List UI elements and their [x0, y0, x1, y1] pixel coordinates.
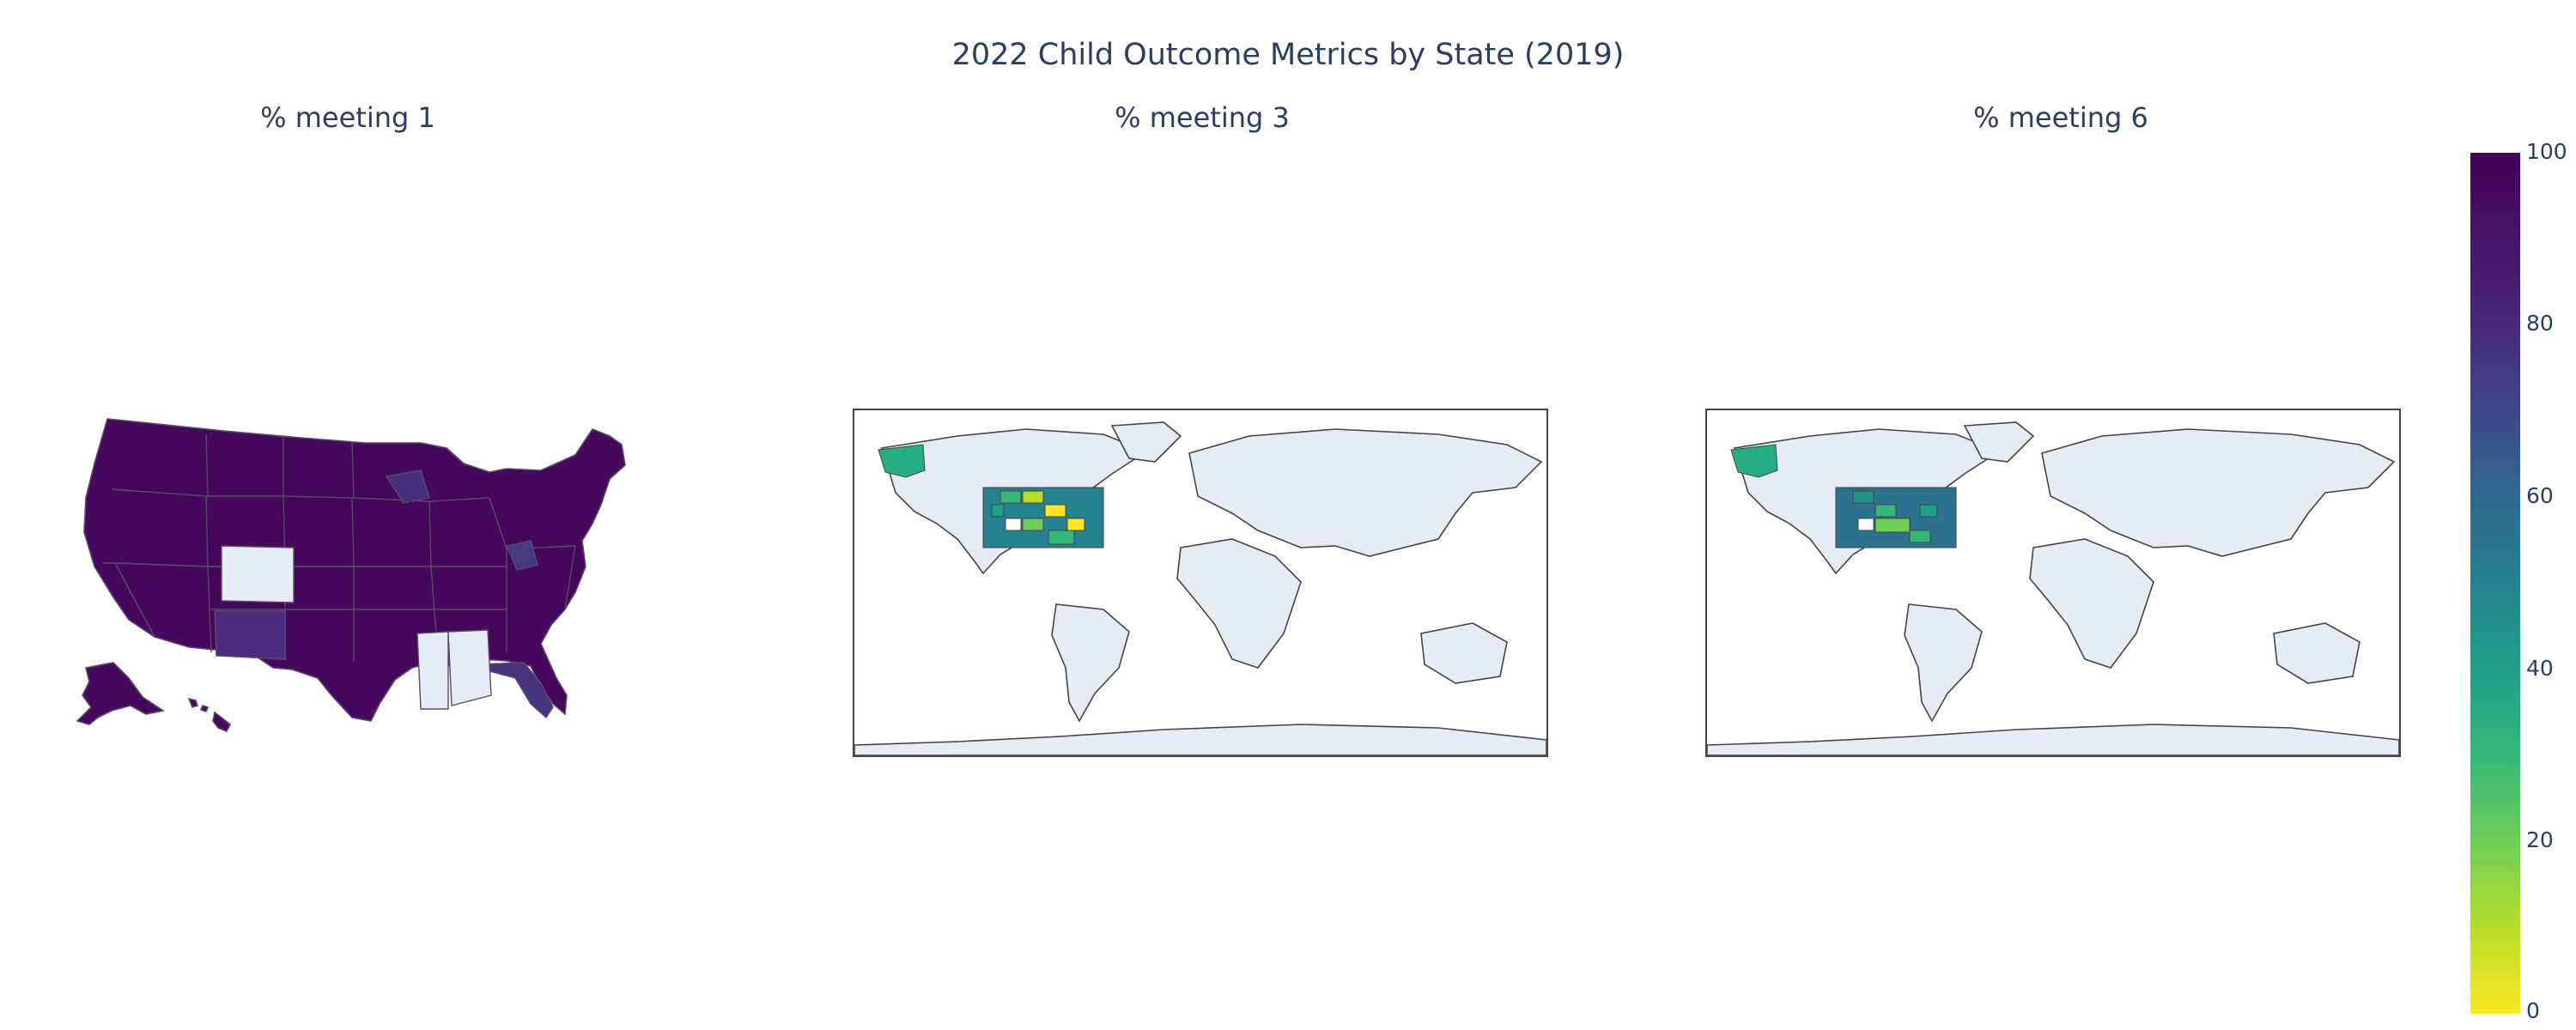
world-map-2[interactable] — [854, 410, 1546, 755]
subplot-title-1: % meeting 1 — [260, 101, 435, 134]
colorbar-tick-20: 20 — [2526, 827, 2554, 852]
hawaii — [187, 697, 232, 733]
australia — [1420, 622, 1508, 684]
colorbar — [2470, 153, 2520, 1014]
greenland — [1110, 421, 1182, 463]
colorbar-tick-40: 40 — [2526, 656, 2554, 681]
page-title: 2022 Child Outcome Metrics by State (201… — [951, 38, 1625, 72]
subplot-title-3: % meeting 6 — [1973, 101, 2148, 134]
state-new-mexico — [214, 610, 286, 660]
state-florida — [477, 662, 554, 719]
world-map-3[interactable] — [1707, 410, 2399, 755]
colorbar-tick-0: 0 — [2526, 998, 2540, 1023]
alaska — [76, 662, 166, 725]
colorbar-tick-80: 80 — [2526, 311, 2554, 336]
state-wisconsin — [385, 470, 430, 504]
world-map-frame-3[interactable] — [1705, 409, 2401, 757]
state-colorado-nodata — [221, 545, 295, 603]
alaska-2 — [878, 444, 926, 478]
south-america — [1051, 603, 1130, 723]
contiguous-us — [83, 418, 626, 722]
world-map-frame-2[interactable] — [853, 409, 1548, 757]
state-alabama-nodata — [447, 629, 492, 706]
europe-asia — [1188, 428, 1543, 557]
antarctica — [854, 724, 1546, 755]
subplot-title-2: % meeting 3 — [1115, 101, 1290, 134]
state-west-virginia — [506, 540, 538, 571]
usa-map[interactable] — [60, 395, 644, 764]
state-mississippi-nodata — [416, 631, 449, 710]
colorbar-tick-100: 100 — [2526, 139, 2567, 164]
colorbar-tick-60: 60 — [2526, 483, 2554, 508]
africa — [1176, 538, 1302, 669]
